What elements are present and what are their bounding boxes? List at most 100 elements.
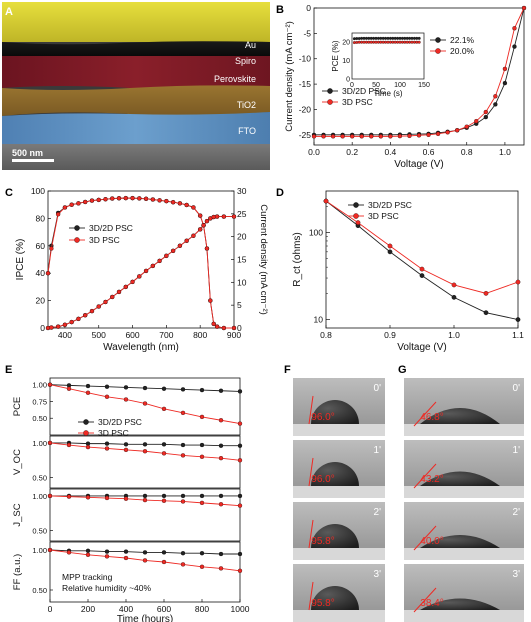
inset-frame — [351, 32, 425, 80]
y-tick-label: 60 — [36, 241, 46, 251]
c-series-3-point — [204, 218, 210, 224]
tangent-line — [413, 463, 437, 489]
d-series-0-point — [483, 310, 489, 316]
c-series-2-line — [47, 216, 234, 329]
b-inset-series-1-point — [357, 40, 361, 44]
layer-label-fto: FTO — [238, 126, 256, 136]
tangent-line — [413, 525, 437, 551]
panel-label-e: E — [5, 364, 12, 376]
y-tick-label: -10 — [299, 54, 312, 64]
panel-label-a: A — [5, 6, 13, 18]
d-series-1-point — [451, 282, 457, 288]
c-series-1-point — [96, 197, 101, 203]
panel-label-b: B — [276, 4, 284, 16]
angle-label: 96.0° — [311, 474, 334, 485]
b-inset-series-0-point — [417, 36, 421, 40]
y2-tick-label: 30 — [237, 186, 247, 196]
c-series-1-point — [157, 198, 162, 203]
e-sub2-series-1-point — [66, 494, 72, 499]
substrate — [404, 424, 524, 436]
e-sub2-series-1-point — [123, 496, 129, 501]
e-sub2-series-0-point — [142, 493, 148, 499]
e-sub0-series-0-point — [237, 389, 243, 394]
b-series-1-point — [521, 5, 527, 11]
e-sub2-series-1-point — [180, 499, 186, 504]
b-inset-series-1-point — [381, 40, 385, 44]
b-inset-series-0-point — [357, 37, 361, 40]
c-series-1-point — [110, 196, 115, 201]
c-series-3-point — [96, 304, 101, 309]
b-legend-1-label: 3D PSC — [342, 97, 373, 107]
e-sub1-series-0-point — [161, 442, 167, 447]
b-inset-series-0-point — [362, 36, 366, 40]
e-sub3-series-1-point — [142, 558, 148, 563]
x-tick-label: 400 — [58, 330, 72, 340]
c-series-3-point — [143, 268, 149, 274]
x-axis-label: Wavelength (nm) — [103, 342, 179, 353]
e-y-tick-label: 1.00 — [32, 381, 47, 390]
b-inset-series-0-point — [403, 36, 407, 40]
d-legend-0-swatch — [353, 202, 359, 208]
b-series-1-point — [483, 109, 488, 115]
x-tick-label: 900 — [227, 330, 241, 340]
c-legend-0-swatch — [74, 225, 80, 231]
c-series-1-point — [214, 324, 220, 329]
e-sub1-series-0-point — [123, 442, 129, 447]
x-tick-label: 0.8 — [461, 147, 473, 157]
c-series-1-point — [69, 202, 74, 207]
c-series-1-point — [191, 205, 196, 210]
b-inset-series-0-point — [410, 36, 414, 40]
e-sub1-series-0-point — [199, 442, 205, 448]
b-inset-series-0-point — [379, 36, 383, 40]
e-sub0-series-0-point — [123, 385, 129, 390]
b-series-1-point — [407, 133, 412, 139]
inset-x-axis-label: Time (s) — [373, 89, 402, 98]
x-tick-label: 600 — [157, 604, 171, 614]
c-series-3-point — [55, 324, 61, 329]
water-droplet — [311, 524, 359, 548]
water-droplet — [420, 408, 500, 424]
e-sub0-series-1-point — [66, 386, 72, 391]
e-sub3-series-0-point — [85, 548, 91, 553]
c-series-3-point — [89, 308, 95, 314]
water-droplet — [420, 598, 500, 610]
b-series-0-point — [512, 44, 517, 49]
b-inset-series-1-point — [360, 40, 364, 44]
plot-frame — [313, 7, 525, 146]
angle-label: 95.8° — [311, 536, 334, 547]
b-inset-series-1-point — [396, 40, 400, 44]
time-label: 3' — [374, 569, 382, 580]
y2-tick-label: 20 — [237, 232, 247, 242]
e-y-tick-label: 1.00 — [32, 439, 47, 448]
b-series-1-point — [397, 133, 403, 139]
y2-tick-label: 25 — [237, 209, 247, 219]
b-inset-series-1-point — [410, 40, 414, 44]
panel-e-stability-chart: E 1.00 0.75 0.50 PCE 1.00 0.50 V_OC 1.00 0.50 J_S… — [5, 364, 250, 622]
e-y-axis-label-1: V_OC — [12, 449, 23, 475]
c-series-1-point — [83, 199, 88, 205]
e-sub3-series-0-point — [180, 551, 186, 556]
b-inset-series-1-point — [369, 40, 373, 44]
e-sub0-series-0-point — [142, 385, 148, 391]
e-sub1-series-0-point — [237, 443, 243, 448]
e-sub2-series-0-point — [237, 493, 243, 499]
e-sub3-series-1-point — [47, 547, 53, 553]
inset-x-tick-label: 0 — [350, 82, 354, 89]
inset-x-tick-label: 100 — [394, 82, 406, 89]
b-series-1-point — [474, 119, 479, 124]
x-axis-label: Voltage (V) — [397, 342, 446, 353]
x-tick-label: 0.4 — [384, 147, 396, 157]
c-series-1-line — [47, 197, 234, 329]
tangent-line — [413, 587, 437, 613]
e-sub1-series-1-point — [237, 458, 243, 463]
time-label: 1' — [513, 445, 521, 456]
angle-label: 95.8° — [311, 598, 334, 609]
e-sub1-series-1-point — [199, 454, 205, 459]
plot-frame — [325, 190, 519, 329]
e-sub2-series-0-point — [199, 493, 205, 499]
c-series-3-point — [49, 325, 54, 330]
x-tick-label: 0.9 — [384, 330, 396, 340]
b-inset-series-1-point — [400, 40, 404, 44]
time-label: 0' — [374, 383, 382, 394]
y-tick-label: 100 — [31, 186, 45, 196]
